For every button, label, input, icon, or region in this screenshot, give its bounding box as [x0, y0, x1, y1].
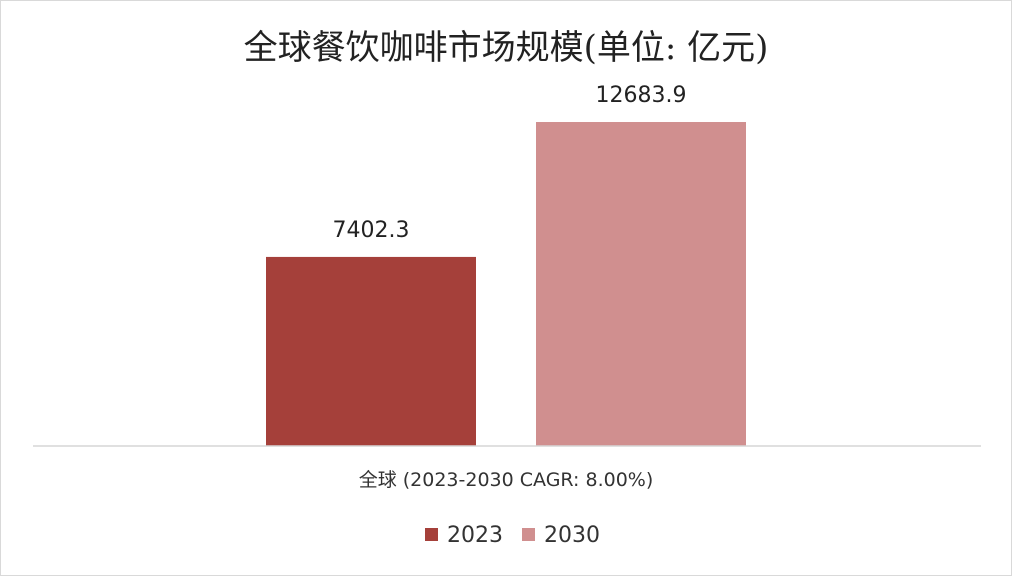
data-label-2023: 7402.3 — [333, 218, 410, 243]
legend-label-2023: 2023 — [447, 523, 503, 548]
x-category-label: 全球 (2023-2030 CAGR: 8.00%) — [359, 469, 654, 491]
legend-swatch-2023 — [425, 528, 438, 541]
bar-2023 — [266, 256, 476, 446]
legend-label-2030: 2030 — [544, 523, 600, 548]
chart-title: 全球餐饮咖啡市场规模(单位: 亿元) — [244, 28, 769, 68]
legend: 2023 2030 — [425, 523, 600, 548]
bar-2030 — [536, 122, 746, 446]
legend-swatch-2030 — [522, 528, 535, 541]
data-label-2030: 12683.9 — [596, 83, 687, 108]
bars-layer: 7402.3 12683.9 — [266, 83, 746, 446]
